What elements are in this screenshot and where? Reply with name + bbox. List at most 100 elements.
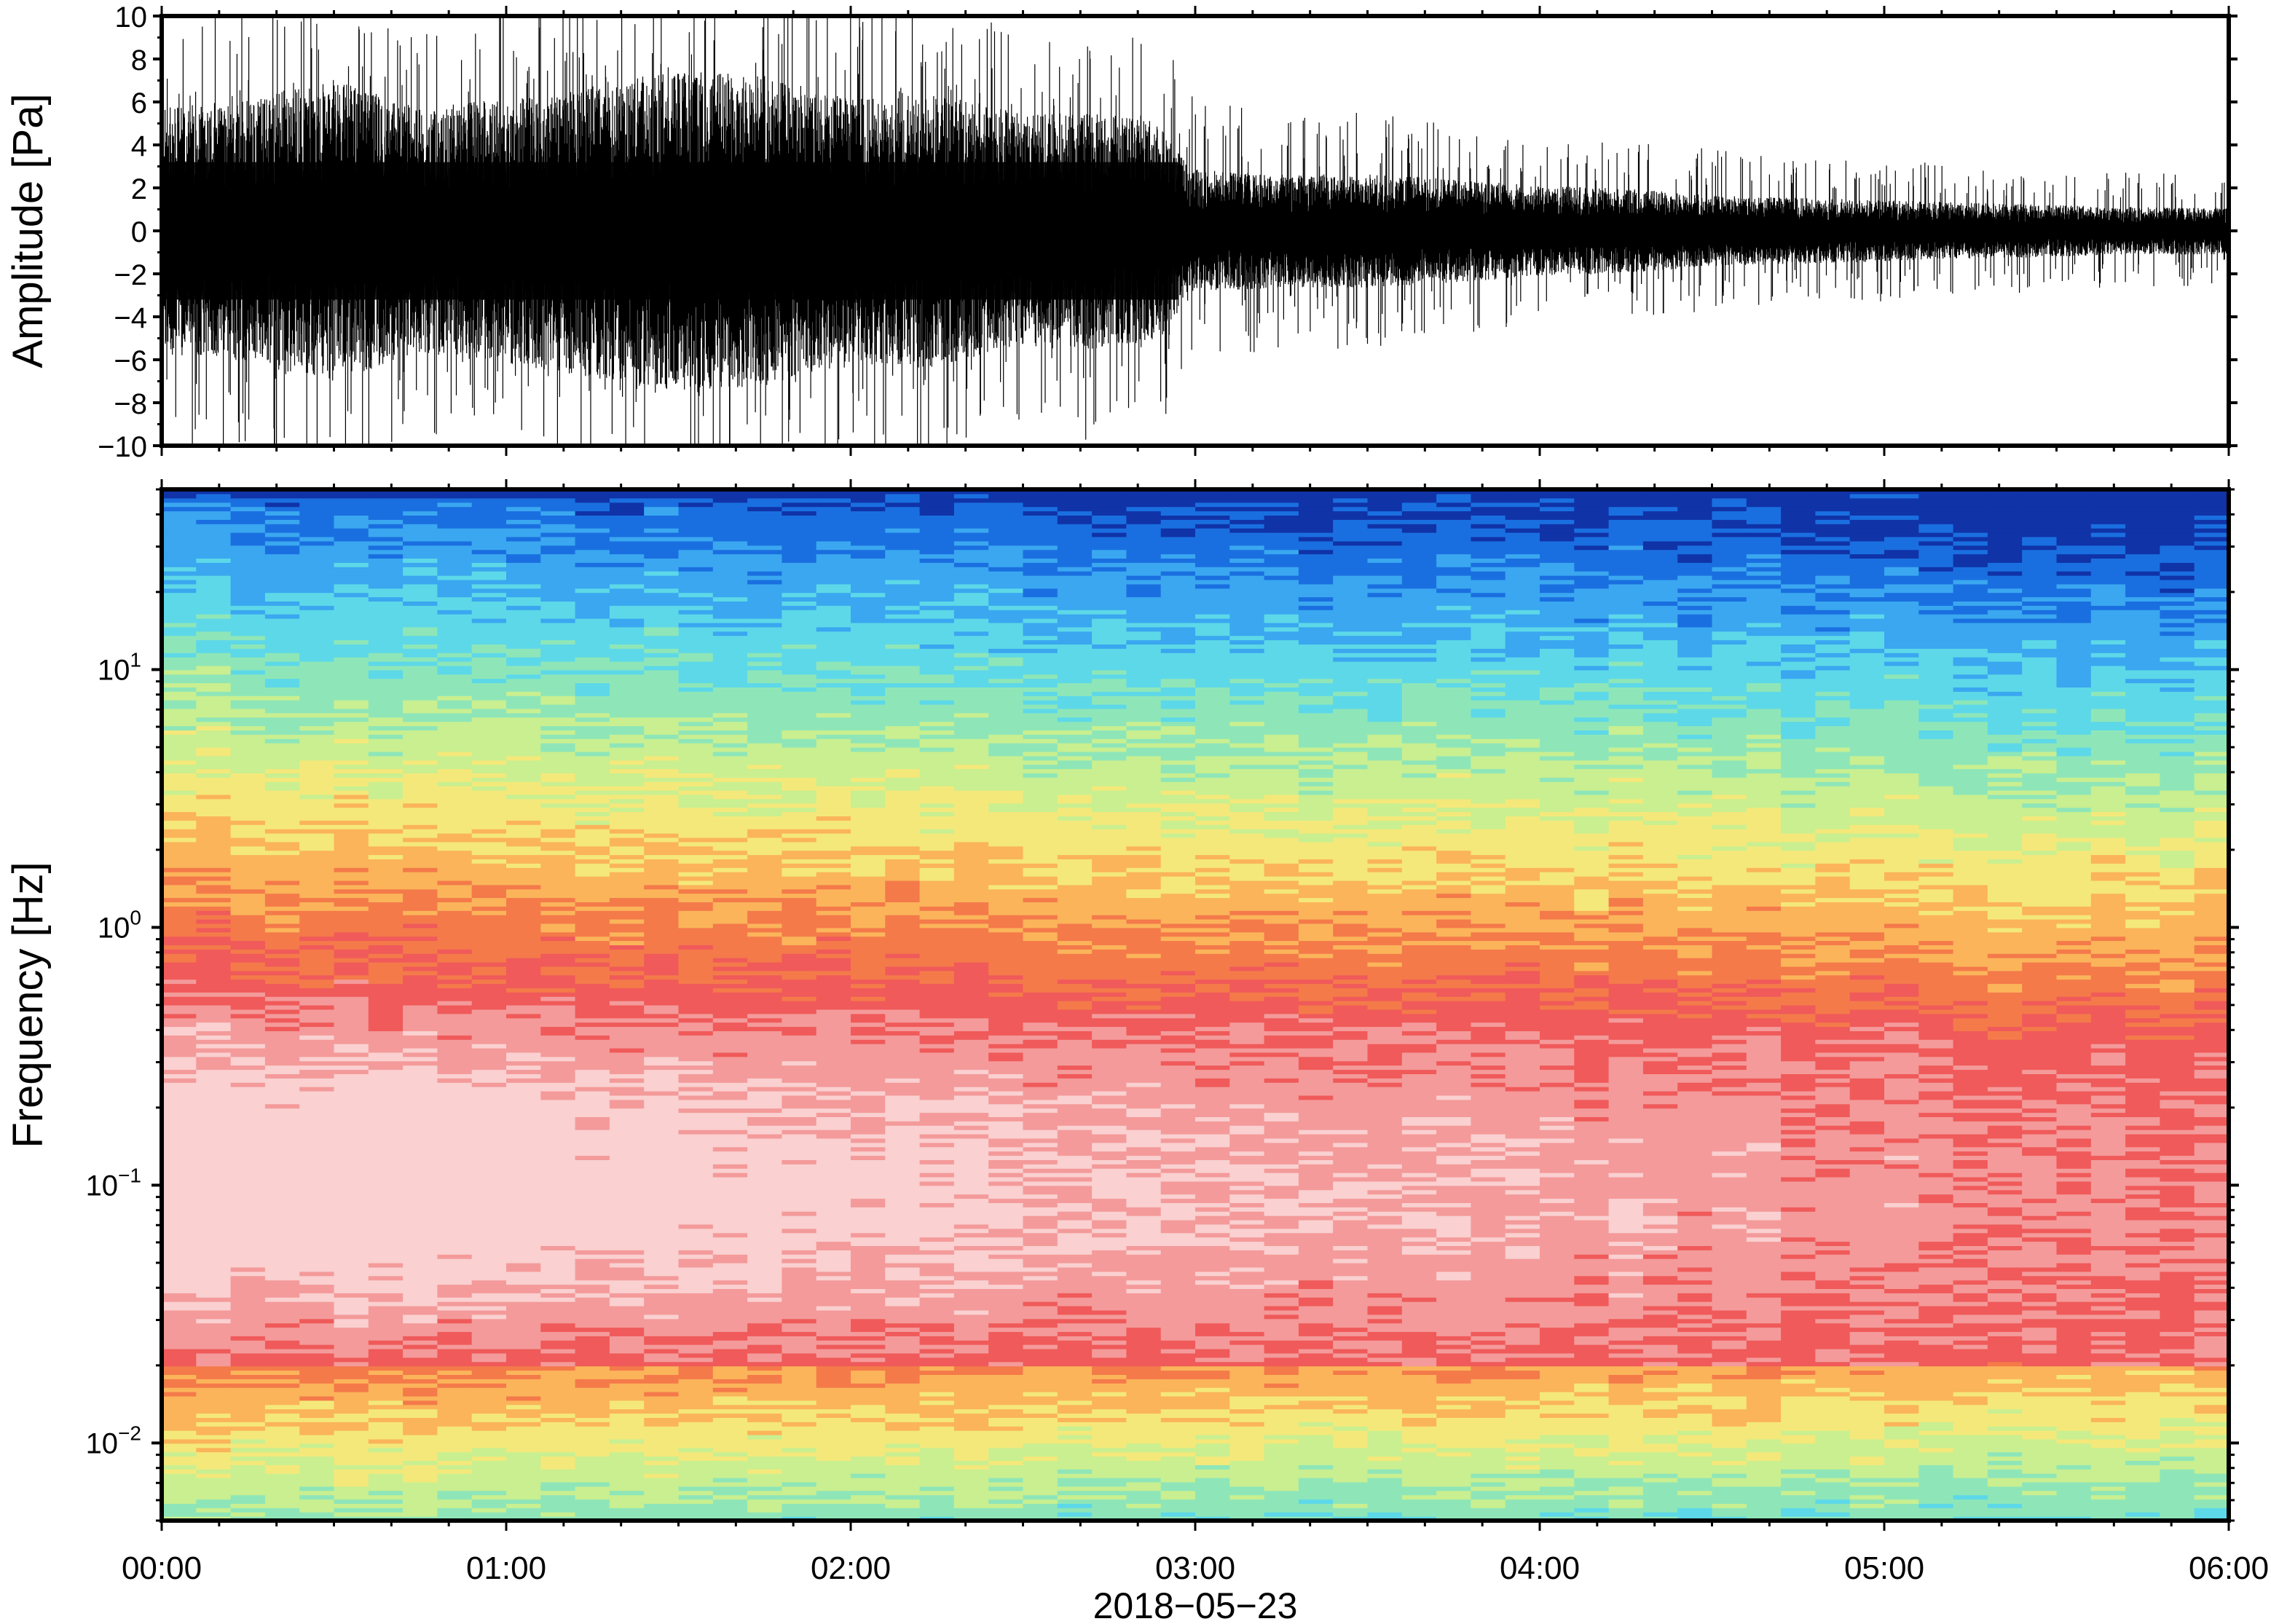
spectrogram-cell — [368, 1189, 404, 1195]
spectrogram-cell — [678, 798, 714, 804]
spectrogram-cell — [437, 1022, 473, 1028]
spectrogram-cell — [678, 592, 714, 598]
spectrogram-cell — [575, 1202, 610, 1207]
spectrogram-cell — [334, 1116, 369, 1122]
spectrogram-cell — [196, 1451, 232, 1457]
spectrogram-cell — [299, 1426, 335, 1431]
spectrogram-cell — [230, 1447, 266, 1453]
spectrogram-cell — [644, 682, 680, 687]
spectrogram-cell — [506, 639, 541, 645]
spectrogram-cell — [540, 618, 576, 623]
spectrogram-cell — [437, 704, 473, 709]
spectrogram-cell — [678, 850, 714, 856]
spectrogram-cell — [506, 1306, 541, 1311]
spectrogram-cell — [678, 1245, 714, 1250]
spectrogram-cell — [747, 949, 782, 954]
spectrogram-cell — [747, 983, 782, 988]
spectrogram-cell — [437, 648, 473, 653]
spectrogram-cell — [403, 747, 438, 752]
spectrogram-cell — [368, 1241, 404, 1246]
spectrogram-cell — [506, 1009, 541, 1014]
spectrogram-cell — [471, 704, 507, 709]
spectrogram-cell — [644, 1168, 680, 1173]
spectrogram-cell — [712, 1202, 748, 1207]
spectrogram-cell — [747, 768, 782, 773]
spectrogram-cell — [403, 1250, 438, 1255]
spectrogram-cell — [506, 1134, 541, 1139]
spectrogram-cell — [437, 768, 473, 773]
spectrogram-cell — [368, 1250, 404, 1255]
spectrogram-cell — [644, 614, 680, 619]
spectrogram-cell — [747, 1387, 782, 1392]
spectrogram-cell — [816, 1121, 851, 1126]
spectrogram-cell — [299, 1481, 335, 1487]
spectrogram-cell — [471, 983, 507, 988]
spectrogram-cell — [747, 743, 782, 748]
spectrogram-cell — [506, 1207, 541, 1212]
spectrogram-cell — [471, 1365, 507, 1371]
spectrogram-cell — [678, 1198, 714, 1203]
spectrogram-cell — [540, 669, 576, 675]
spectrogram-cell — [575, 1469, 610, 1474]
spectrogram-cell — [644, 979, 680, 985]
spectrogram-cell — [816, 1490, 851, 1496]
spectrogram-cell — [540, 1284, 576, 1289]
spectrogram-cell — [299, 915, 335, 920]
spectrogram-cell — [644, 734, 680, 739]
spectrogram-cell — [471, 1155, 507, 1160]
spectrogram-cell — [437, 936, 473, 942]
spectrogram-cell — [196, 1288, 232, 1293]
spectrogram-cell — [471, 859, 507, 864]
spectrogram-cell — [506, 1091, 541, 1096]
spectrogram-cell — [540, 1266, 576, 1272]
spectrogram-cell — [403, 1194, 438, 1199]
spectrogram-cell — [575, 1387, 610, 1392]
spectrogram-cell — [264, 1073, 300, 1079]
spectrogram-cell — [575, 1404, 610, 1410]
spectrogram-cell — [712, 1408, 748, 1414]
spectrogram-cell — [299, 1095, 335, 1100]
spectrogram-cell — [575, 1194, 610, 1199]
spectrogram-cell — [575, 1155, 610, 1160]
spectrogram-cell — [782, 1365, 817, 1371]
spectrogram-cell — [747, 1481, 782, 1487]
spectrogram-cell — [506, 1499, 541, 1504]
spectrogram-cell — [471, 622, 507, 628]
spectrogram-cell — [678, 1301, 714, 1306]
spectrogram-cell — [437, 966, 473, 971]
spectrogram-cell — [403, 734, 438, 739]
spectrogram-cell — [264, 558, 300, 563]
spectrogram-cell — [299, 1456, 335, 1461]
spectrogram-cell — [334, 678, 369, 684]
spectrogram-cell — [299, 1266, 335, 1272]
spectrogram-cell — [782, 1469, 817, 1474]
spectrogram-cell — [368, 773, 404, 778]
spectrogram-cell — [471, 1344, 507, 1349]
spectrogram-cell — [540, 1130, 576, 1135]
spectrogram-cell — [609, 1237, 645, 1242]
spectrogram-cell — [816, 1297, 851, 1302]
spectrogram-cell — [368, 880, 404, 886]
spectrogram-cell — [334, 1392, 369, 1397]
spectrogram-cell — [782, 1078, 817, 1083]
spectrogram-cell — [575, 515, 610, 520]
spectrogram-cell — [196, 1430, 232, 1435]
spectrogram-cell — [230, 1435, 266, 1440]
waveform-y-tick-label: −2 — [114, 259, 147, 291]
spectrogram-cell — [747, 1044, 782, 1049]
spectrogram-cell — [264, 1430, 300, 1435]
spectrogram-cell — [334, 988, 369, 993]
spectrogram-cell — [264, 536, 300, 542]
spectrogram-cell — [162, 1344, 197, 1349]
spectrogram-cell — [230, 549, 266, 555]
spectrogram-cell — [299, 1435, 335, 1440]
spectrogram-cell — [575, 1258, 610, 1264]
spectrogram-cell — [644, 610, 680, 615]
spectrogram-cell — [471, 571, 507, 576]
spectrogram-cell — [747, 945, 782, 950]
spectrogram-cell — [712, 829, 748, 834]
spectrogram-cell — [678, 610, 714, 615]
spectrogram-cell — [678, 1202, 714, 1207]
spectrogram-cell — [575, 902, 610, 907]
spectrogram-cell — [368, 502, 404, 508]
